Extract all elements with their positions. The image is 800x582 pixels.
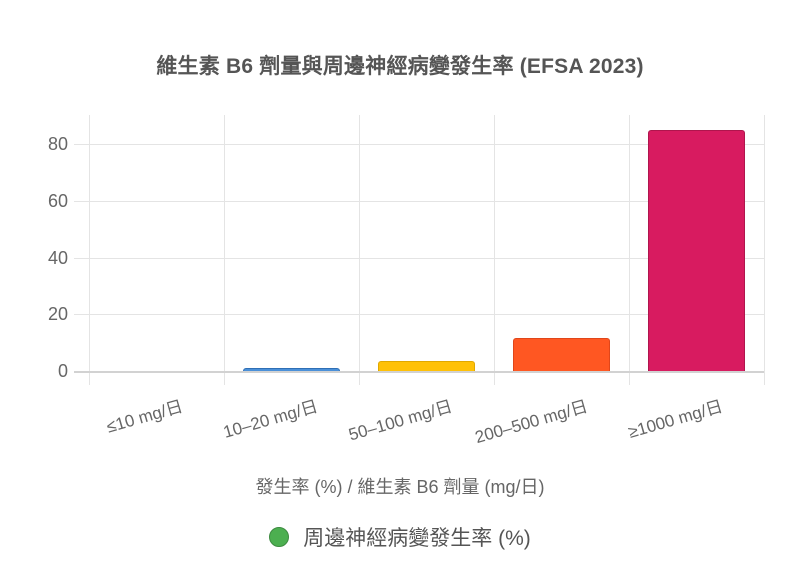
x-axis-title: 發生率 (%) / 維生素 B6 劑量 (mg/日) [255, 477, 545, 497]
y-tick-label: 40 [47, 248, 68, 268]
y-tick-label: 0 [57, 361, 68, 381]
gridline-horizontal [74, 144, 764, 145]
bar-4[interactable] [513, 338, 610, 371]
legend-label[interactable]: 周邊神經病變發生率 (%) [303, 527, 531, 550]
y-tick-label: 60 [47, 191, 68, 211]
x-tick-label: ≥1000 mg/日 [626, 396, 725, 442]
x-tick-label: ≤10 mg/日 [104, 396, 185, 437]
gridline-vertical [629, 115, 630, 385]
gridline-vertical [764, 115, 765, 385]
chart-title: 維生素 B6 劑量與周邊神經病變發生率 (EFSA 2023) [156, 55, 644, 78]
gridline-horizontal [74, 258, 764, 259]
gridline-vertical [224, 115, 225, 385]
gridline-vertical [359, 115, 360, 385]
x-tick-label: 200–500 mg/日 [472, 396, 590, 448]
bar-3[interactable] [378, 361, 475, 371]
x-tick-label: 10–20 mg/日 [221, 396, 320, 442]
gridline-horizontal [74, 201, 764, 202]
x-axis-line [74, 371, 764, 373]
legend: 周邊神經病變發生率 (%) [0, 522, 800, 552]
bar-2[interactable] [243, 368, 340, 371]
bar-5[interactable] [648, 130, 745, 371]
y-tick-label: 80 [47, 134, 68, 154]
gridline-horizontal [74, 314, 764, 315]
gridline-vertical [494, 115, 495, 385]
legend-swatch-icon[interactable] [269, 527, 290, 547]
x-tick-label: 50–100 mg/日 [346, 396, 455, 445]
gridline-vertical [89, 115, 90, 385]
y-tick-label: 20 [47, 304, 68, 324]
